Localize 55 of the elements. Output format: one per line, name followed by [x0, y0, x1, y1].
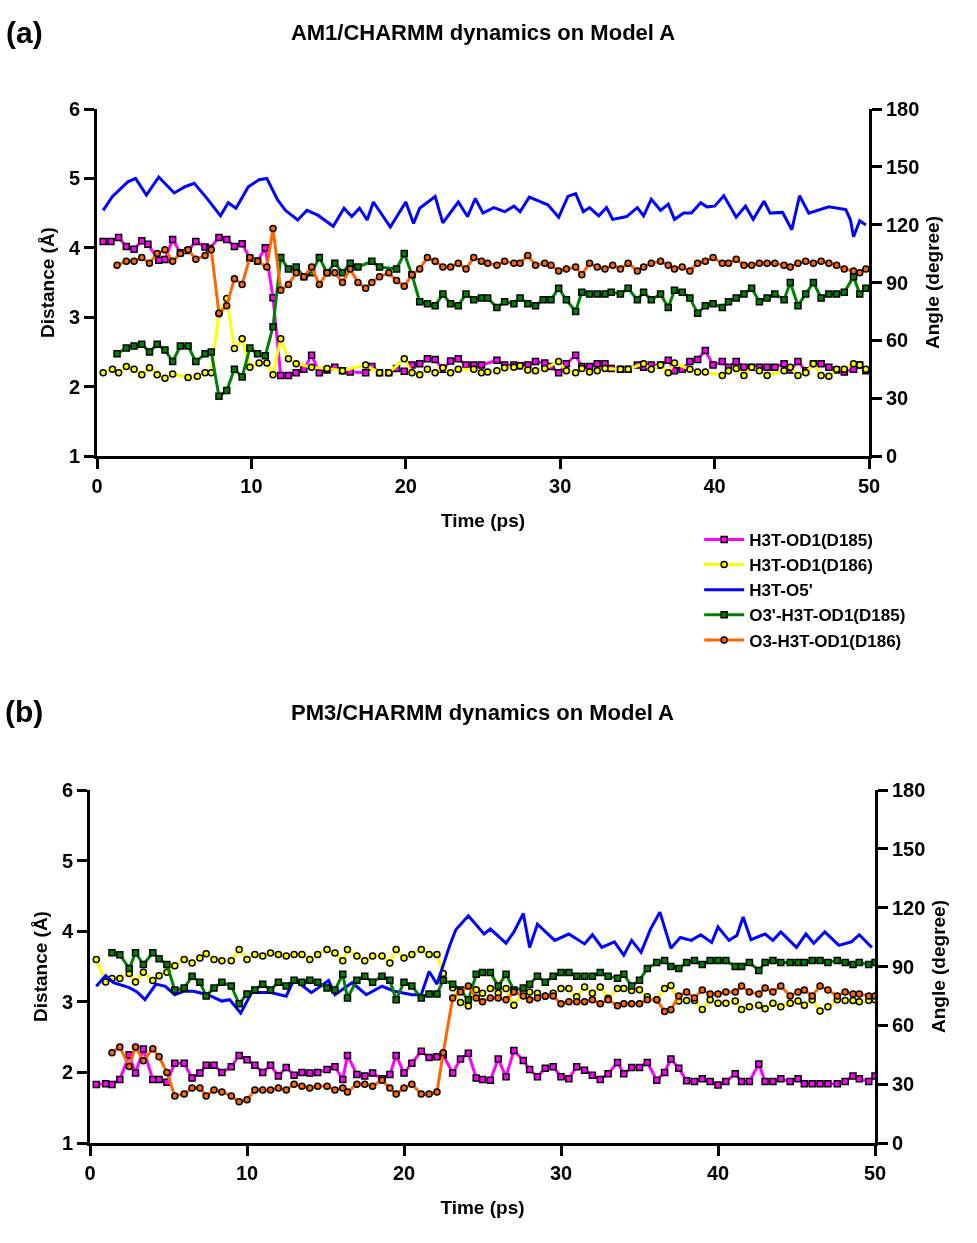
- y-axis-title: Distance (Å): [29, 911, 51, 1022]
- y-tick-label: 4: [68, 236, 81, 259]
- legend-label: H3T-OD1(D185): [749, 531, 873, 551]
- y-axis-title: Distance (Å): [36, 227, 58, 338]
- x-tick-label: 10: [240, 475, 263, 497]
- y2-tick-label: 0: [886, 445, 898, 467]
- y-tick-label: 6: [68, 98, 80, 120]
- line-series: [101, 175, 868, 239]
- y2-tick-label: 90: [892, 955, 915, 978]
- y2-axis-title: Angle (degree): [922, 215, 944, 350]
- y2-tick-label: 120: [886, 213, 920, 236]
- y-tick-label: 5: [68, 167, 80, 190]
- legend-label: O3'-H3T-OD1(D185): [749, 606, 906, 626]
- y-tick-label: 5: [61, 849, 73, 872]
- x-tick-label: 30: [549, 475, 572, 497]
- y-tick-label: 3: [68, 306, 80, 329]
- y2-tick-label: 180: [886, 98, 920, 120]
- y2-tick-label: 30: [886, 387, 909, 410]
- y2-tick-label: 150: [892, 837, 926, 860]
- y-tick-label: 3: [61, 990, 73, 1013]
- x-tick-label: 20: [392, 1162, 416, 1184]
- y-tick-label: 4: [61, 920, 74, 943]
- y-tick-label: 2: [61, 1061, 73, 1084]
- line-series: [94, 910, 874, 1015]
- y2-tick-label: 150: [886, 155, 920, 178]
- x-tick-label: 0: [84, 1162, 96, 1184]
- chart-title: AM1/CHARMM dynamics on Model A: [290, 19, 676, 45]
- x-tick-label: 50: [857, 475, 881, 497]
- legend-label: H3T-O5': [749, 581, 813, 601]
- legend-label: H3T-OD1(D186): [749, 556, 873, 576]
- y2-axis-title: Angle (degree): [928, 899, 950, 1034]
- x-axis-title: Time (ps): [440, 509, 526, 531]
- y2-tick-label: 60: [886, 329, 909, 352]
- y-tick-label: 6: [61, 779, 73, 801]
- chart-title: PM3/CHARMM dynamics on Model A: [291, 699, 675, 725]
- x-tick-label: 30: [549, 1162, 573, 1184]
- x-axis-title: Time (ps): [440, 1196, 525, 1218]
- x-tick-label: 40: [706, 1162, 730, 1184]
- y-tick-label: 1: [61, 1132, 73, 1154]
- y2-tick-label: 180: [892, 779, 926, 801]
- y2-tick-label: 120: [892, 896, 926, 919]
- y2-tick-label: 30: [892, 1073, 915, 1096]
- y2-tick-label: 90: [886, 271, 909, 294]
- x-tick-label: 10: [235, 1162, 259, 1184]
- y-tick-label: 1: [68, 445, 80, 467]
- legend-label: O3-H3T-OD1(D186): [749, 631, 902, 651]
- x-tick-label: 20: [394, 475, 417, 497]
- x-tick-label: 50: [863, 1162, 887, 1184]
- text: (a): [6, 16, 43, 49]
- x-tick-label: 0: [91, 475, 103, 497]
- x-tick-label: 40: [703, 475, 726, 497]
- y2-tick-label: 0: [892, 1132, 904, 1154]
- y-tick-label: 2: [68, 375, 80, 398]
- text: (b): [5, 695, 44, 728]
- y2-tick-label: 60: [892, 1014, 915, 1037]
